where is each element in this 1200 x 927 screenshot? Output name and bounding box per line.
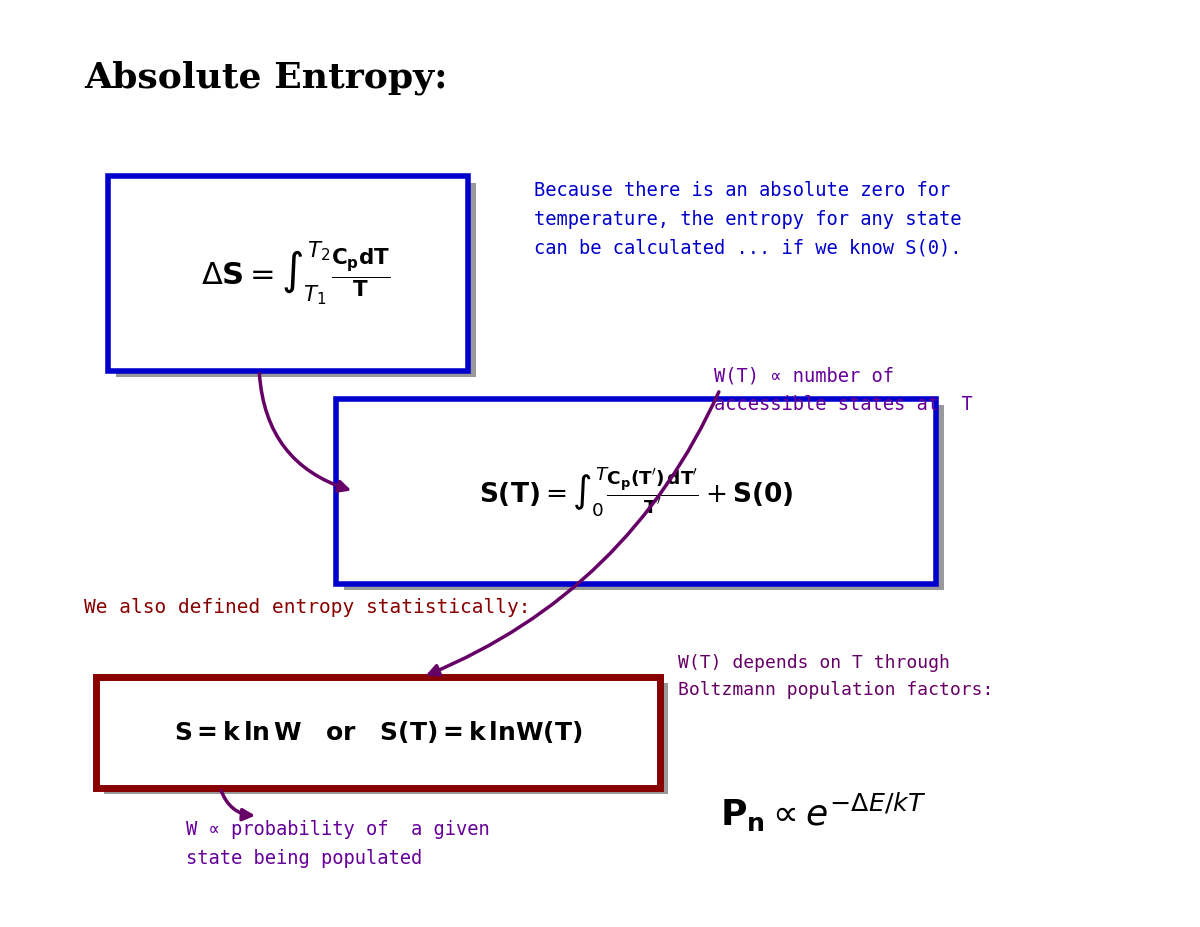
FancyBboxPatch shape (96, 677, 660, 788)
FancyBboxPatch shape (104, 683, 668, 794)
Text: Absolute Entropy:: Absolute Entropy: (84, 60, 448, 95)
Text: $\mathbf{S(T)} = \int_0^T \frac{\mathbf{C_p(T')\,dT'}}{\mathbf{T'}} + \mathbf{S(: $\mathbf{S(T)} = \int_0^T \frac{\mathbf{… (479, 464, 793, 518)
Text: $\mathbf{P_n} \propto e^{-\Delta E/kT}$: $\mathbf{P_n} \propto e^{-\Delta E/kT}$ (720, 792, 926, 834)
Text: W(T) depends on T through
Boltzmann population factors:: W(T) depends on T through Boltzmann popu… (678, 654, 994, 699)
FancyBboxPatch shape (344, 405, 944, 590)
Text: $\mathbf{S = k\,ln\,W \quad or \quad S(T) = k\,ln W(T)}$: $\mathbf{S = k\,ln\,W \quad or \quad S(T… (174, 719, 582, 745)
Text: $\Delta\mathbf{S} = \int_{T_1}^{T_2} \frac{\mathbf{C_p dT}}{\mathbf{T}}$: $\Delta\mathbf{S} = \int_{T_1}^{T_2} \fr… (200, 239, 390, 308)
Text: W(T) ∝ number of
accessible states at  T: W(T) ∝ number of accessible states at T (714, 366, 973, 414)
Text: W ∝ probability of  a given
state being populated: W ∝ probability of a given state being p… (186, 820, 490, 869)
Text: Because there is an absolute zero for
temperature, the entropy for any state
can: Because there is an absolute zero for te… (534, 181, 961, 258)
FancyBboxPatch shape (336, 399, 936, 584)
Text: We also defined entropy statistically:: We also defined entropy statistically: (84, 598, 530, 616)
FancyBboxPatch shape (108, 176, 468, 371)
FancyBboxPatch shape (116, 183, 476, 377)
